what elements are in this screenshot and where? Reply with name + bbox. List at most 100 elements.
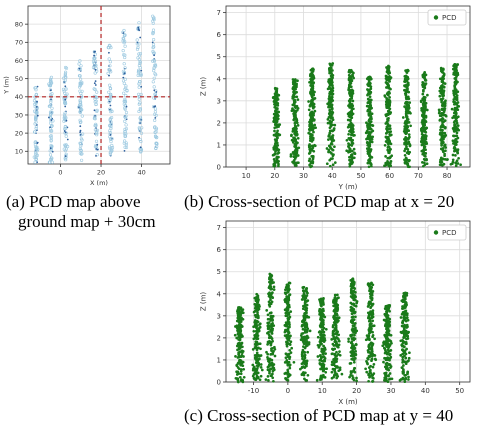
pcd-point bbox=[350, 140, 354, 144]
pcd-point bbox=[307, 100, 310, 103]
pcd-point bbox=[125, 105, 128, 108]
pcd-point bbox=[277, 155, 280, 159]
pcd-point bbox=[365, 370, 369, 374]
pcd-point bbox=[137, 54, 142, 58]
pcd-point bbox=[403, 300, 407, 304]
pcd-point bbox=[421, 92, 425, 96]
pcd-point bbox=[310, 85, 314, 89]
pcd-point bbox=[423, 83, 427, 86]
pcd-point bbox=[123, 132, 127, 136]
pcd-point bbox=[316, 355, 320, 358]
pcd-point bbox=[277, 114, 280, 118]
pcd-point bbox=[351, 99, 355, 103]
pcd-point bbox=[124, 143, 128, 147]
pcd-point bbox=[330, 120, 333, 124]
pcd-point bbox=[332, 374, 336, 377]
pcd-point bbox=[442, 90, 445, 94]
pcd-point bbox=[153, 118, 157, 122]
pcd-point bbox=[296, 124, 300, 127]
pcd-point bbox=[121, 79, 126, 83]
pcd-point bbox=[295, 108, 299, 112]
pcd-point bbox=[269, 353, 273, 356]
pcd-point bbox=[286, 337, 290, 340]
pcd-point bbox=[328, 102, 332, 106]
pcd-point bbox=[288, 315, 292, 319]
pcd-point bbox=[369, 330, 373, 333]
pcd-point bbox=[369, 164, 373, 168]
pcd-point bbox=[107, 57, 111, 61]
axes-a: 0 20 40 10 20 30 40 50 60 70 80 X (m) Y (m) bbox=[3, 5, 171, 187]
pcd-point bbox=[48, 88, 53, 92]
pcd-point bbox=[408, 351, 411, 355]
pcd-point bbox=[63, 78, 67, 82]
pcd-point bbox=[349, 118, 352, 122]
pcd-point bbox=[383, 312, 387, 316]
pcd-point bbox=[453, 63, 457, 67]
pcd-point bbox=[366, 93, 369, 97]
pcd-point bbox=[441, 77, 445, 80]
pcd-point bbox=[272, 379, 275, 383]
pcd-point bbox=[330, 142, 334, 146]
pcd-point bbox=[79, 64, 83, 68]
pcd-point bbox=[273, 129, 276, 133]
pcd-point bbox=[330, 64, 334, 67]
pcd-point bbox=[335, 354, 339, 358]
pcd-point bbox=[123, 66, 127, 70]
pcd-point bbox=[256, 297, 260, 301]
pcd-point bbox=[366, 283, 370, 286]
pcd-points bbox=[271, 62, 462, 169]
x-tick-label: 50 bbox=[455, 387, 464, 395]
pcd-point bbox=[256, 314, 260, 318]
pcd-point bbox=[386, 113, 389, 116]
x-tick-label: 40 bbox=[137, 169, 145, 177]
pcd-point bbox=[294, 161, 297, 165]
chart-b-cross-section-x20: 10 20 30 40 50 60 70 80 0 1 2 3 4 5 6 7 Y (m) Z (m) PCD bbox=[180, 0, 477, 191]
pcd-point bbox=[271, 153, 275, 157]
pcd-point bbox=[403, 305, 407, 309]
pcd-point bbox=[312, 113, 315, 117]
pcd-point bbox=[388, 151, 391, 155]
pcd-point bbox=[350, 340, 354, 343]
pcd-point bbox=[422, 141, 426, 145]
pcd-point bbox=[347, 99, 351, 103]
pcd-point bbox=[401, 352, 404, 356]
pcd-point bbox=[284, 377, 287, 380]
pcd-point bbox=[401, 341, 405, 345]
pcd-point bbox=[347, 142, 350, 145]
pcd-point bbox=[254, 298, 258, 302]
x-tick-label: 40 bbox=[421, 387, 430, 395]
pcd-point bbox=[384, 319, 388, 323]
pcd-point bbox=[238, 338, 242, 341]
pcd-point bbox=[293, 122, 297, 125]
pcd-point bbox=[388, 96, 391, 99]
pcd-point bbox=[389, 142, 393, 146]
pcd-point bbox=[322, 330, 326, 334]
pcd-cluster bbox=[364, 75, 375, 169]
pcd-point bbox=[368, 143, 372, 146]
pcd-point bbox=[50, 106, 54, 110]
pcd-point bbox=[49, 138, 53, 142]
pcd-point bbox=[267, 379, 270, 382]
pcd-point bbox=[136, 73, 140, 77]
pcd-point bbox=[152, 37, 156, 42]
pcd-point bbox=[389, 349, 393, 352]
pcd-point bbox=[348, 155, 352, 159]
pcd-point bbox=[336, 345, 339, 349]
pcd-point bbox=[370, 373, 374, 377]
pcd-point bbox=[286, 300, 290, 304]
pcd-point bbox=[349, 334, 353, 338]
pcd-point bbox=[289, 310, 293, 313]
pcd-point bbox=[406, 162, 410, 166]
pcd-point bbox=[451, 67, 455, 71]
pcd-point bbox=[330, 152, 333, 155]
pcd-point bbox=[389, 366, 392, 369]
pcd-point bbox=[48, 149, 52, 153]
pcd-point bbox=[301, 348, 305, 352]
pcd-point bbox=[455, 94, 459, 97]
pcd-point bbox=[347, 340, 350, 343]
pcd-point bbox=[138, 121, 142, 125]
pcd-point bbox=[329, 136, 332, 140]
pcd-point bbox=[389, 355, 393, 359]
pcd-point bbox=[155, 144, 159, 149]
pcd-point bbox=[79, 142, 83, 146]
